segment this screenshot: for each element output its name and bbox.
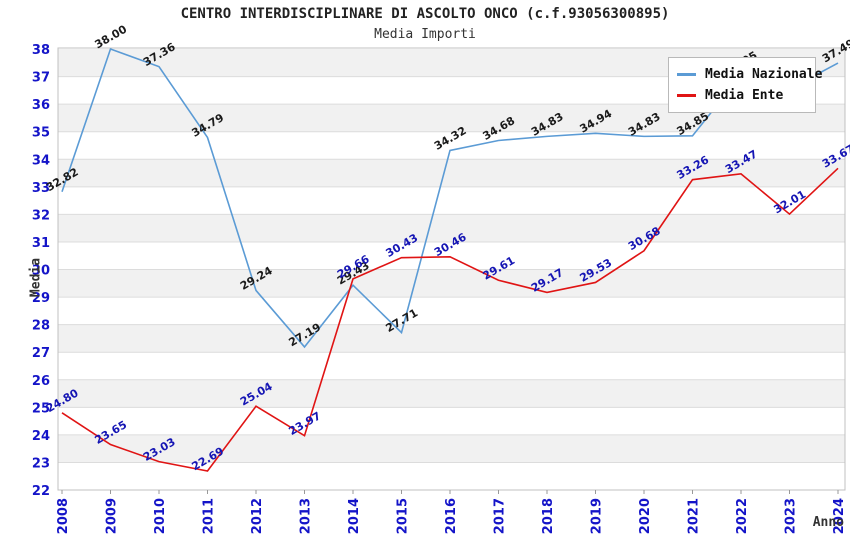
x-tick-label: 2010 [153,498,168,534]
y-tick-label: 33 [32,181,50,196]
y-tick-label: 32 [32,208,50,223]
grid-band [58,324,845,353]
y-tick-label: 26 [32,374,50,389]
x-tick-label: 2011 [202,498,217,534]
y-tick-label: 27 [32,346,50,361]
media-nazionale-line [61,47,839,349]
ente-line-swatch-icon [677,94,696,97]
y-tick-label: 30 [32,264,50,279]
y-tick-label: 31 [32,236,50,251]
y-tick-label: 24 [32,429,50,444]
x-tick-label: 2012 [250,498,265,534]
x-axis-title: Anno [812,515,844,530]
x-tick-label: 2018 [541,498,556,534]
plot-border [57,47,846,491]
media-ente-line [61,167,839,472]
x-tick-label: 2016 [444,498,459,534]
x-tick-label: 2021 [687,498,702,534]
y-tick-label: 37 [32,71,50,86]
grid-band [58,214,845,242]
grid-band [58,269,845,298]
x-tick-label: 2020 [638,498,653,534]
grid-band [58,434,845,463]
legend-item-media-ente: Media Ente [677,85,807,106]
legend-box: Media Nazionale Media Ente [668,57,822,113]
grid-band [58,159,845,187]
x-tick-label: 2015 [396,498,411,534]
chart-title: CENTRO INTERDISCIPLINARE DI ASCOLTO ONCO… [180,6,670,22]
y-tick-label: 38 [32,43,50,58]
y-tick-label: 34 [32,153,50,168]
x-tick-label: 2017 [493,498,508,534]
y-tick-label: 35 [32,126,50,141]
x-tick-label: 2008 [56,498,71,534]
x-tick-label: 2022 [735,498,750,534]
chart-subtitle: Media Importi [374,27,476,42]
x-tick-label: 2013 [299,498,314,534]
ente-value-label: 32.01 [771,188,808,217]
legend-item-media-nazionale: Media Nazionale [677,64,822,85]
nazionale-line-swatch-icon [677,73,696,76]
legend-label: Media Nazionale [705,67,823,82]
x-tick-label: 2014 [347,498,362,534]
y-tick-label: 23 [32,456,50,471]
legend-label: Media Ente [705,88,784,103]
x-tick-label: 2019 [590,498,605,534]
x-tick-label: 2024 [832,498,847,534]
y-tick-label: 28 [32,319,50,334]
y-tick-label: 29 [32,291,50,306]
y-tick-label: 22 [32,484,50,499]
y-axis-title: Media [28,257,44,298]
x-tick-label: 2023 [784,498,799,534]
x-tick-label: 2009 [105,498,120,534]
grid-band [58,379,845,408]
y-tick-label: 25 [32,401,50,416]
y-tick-label: 36 [32,98,50,113]
